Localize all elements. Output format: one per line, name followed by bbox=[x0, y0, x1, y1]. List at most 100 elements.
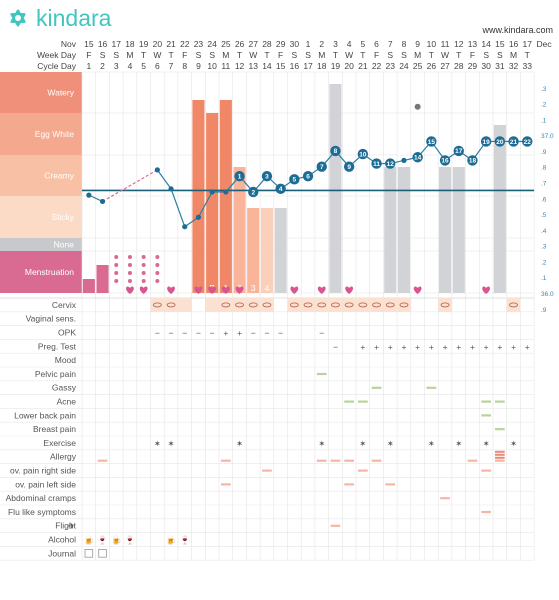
date-label: 22 bbox=[180, 39, 190, 49]
pregnancy-test-result: − bbox=[333, 342, 338, 352]
cervix-mark bbox=[399, 302, 409, 308]
cycle-day-label: 7 bbox=[169, 61, 174, 71]
cycle-day-label: 11 bbox=[221, 61, 230, 71]
intercourse-heart bbox=[208, 286, 217, 294]
journal-icon[interactable] bbox=[84, 549, 94, 558]
temperature-point bbox=[385, 158, 396, 169]
pregnancy-test-result: + bbox=[415, 342, 420, 352]
temp-tick-label: .2 bbox=[541, 259, 547, 266]
cycle-day-label: 18 bbox=[317, 61, 327, 71]
spotting-dot bbox=[155, 263, 160, 267]
row-label-breast-pain: Breast pain bbox=[33, 424, 76, 434]
cycle-day-label: 2 bbox=[100, 61, 105, 71]
cervix-cell bbox=[150, 298, 165, 312]
symptom-mark bbox=[344, 400, 354, 403]
drink-icon: 🍺 bbox=[84, 535, 95, 545]
fluid-zones: Watery Egg White Creamy Sticky None Menstruat… bbox=[0, 72, 82, 293]
cycle-day-label: 23 bbox=[386, 61, 396, 71]
opk-result: − bbox=[169, 328, 174, 338]
date-label: 3 bbox=[333, 39, 338, 49]
journal-icon[interactable] bbox=[98, 549, 107, 558]
symptom-mark bbox=[495, 400, 505, 403]
drink-icon: 🍺 bbox=[166, 535, 177, 545]
pregnancy-test-result: + bbox=[388, 342, 393, 352]
zone-band-menstruation bbox=[0, 251, 82, 293]
temperature-point-label: 15 bbox=[428, 139, 436, 146]
cervix-cell bbox=[177, 298, 192, 312]
fluid-bars: P1234 bbox=[82, 84, 506, 293]
temp-tick-label: .2 bbox=[541, 102, 547, 109]
temperature-point-label: 5 bbox=[293, 177, 297, 184]
spotting-dot bbox=[141, 263, 146, 267]
row-label-exercise: Exercise bbox=[43, 438, 76, 448]
pregnancy-test-result: + bbox=[484, 342, 489, 352]
temp-tick-label: .9 bbox=[541, 149, 547, 156]
symptom-mark bbox=[426, 386, 437, 389]
cycle-day-label: 14 bbox=[262, 61, 272, 71]
weekday-label: T bbox=[168, 50, 173, 60]
cycle-day-label: 6 bbox=[155, 61, 160, 71]
weekday-label: S bbox=[305, 50, 311, 60]
weekday-label: T bbox=[429, 50, 434, 60]
opk-result: + bbox=[223, 328, 228, 338]
spotting-dot bbox=[155, 255, 160, 259]
symptom-mark bbox=[358, 400, 368, 403]
temperature-point-label: 11 bbox=[373, 161, 380, 168]
temperature-segment bbox=[184, 216, 199, 228]
cervix-cell bbox=[314, 298, 329, 312]
spotting-dot bbox=[127, 279, 132, 283]
spotting-dot bbox=[127, 263, 132, 267]
peak-day-label: 3 bbox=[251, 283, 256, 293]
cervix-mark bbox=[385, 302, 395, 308]
temperature-segment bbox=[170, 188, 186, 227]
weekday-label: F bbox=[470, 50, 475, 60]
pregnancy-test-result: + bbox=[511, 342, 516, 352]
exercise-icon: ✶ bbox=[428, 438, 435, 448]
cervix-mark bbox=[166, 302, 176, 308]
spotting-dot bbox=[114, 255, 119, 259]
cycle-day-label: 31 bbox=[495, 61, 505, 71]
temperature-point-label: 9 bbox=[347, 164, 351, 171]
exercise-icon: ✶ bbox=[510, 438, 517, 448]
cycle-day-label: 8 bbox=[182, 61, 187, 71]
brand-url[interactable]: www.kindara.com bbox=[481, 25, 553, 35]
temperature-point-label: 12 bbox=[387, 161, 395, 168]
zone-label-sticky: Sticky bbox=[51, 212, 74, 222]
cycle-day-label: 16 bbox=[290, 61, 300, 71]
weekday-label: T bbox=[525, 50, 530, 60]
row-label-opk: OPK bbox=[58, 328, 76, 338]
cycle-day-label: 28 bbox=[454, 61, 464, 71]
date-header: Dec15F116S217S318M419T520W621T722F823S92… bbox=[84, 39, 552, 71]
weekday-label: S bbox=[209, 50, 215, 60]
zone-label-creamy: Creamy bbox=[44, 171, 75, 181]
opk-result: − bbox=[278, 328, 283, 338]
temperature-point bbox=[494, 136, 506, 147]
temperature-outlier bbox=[414, 103, 421, 110]
weekday-label: M bbox=[414, 50, 421, 60]
weekday-label: T bbox=[141, 50, 146, 60]
date-label: 17 bbox=[523, 39, 533, 49]
spotting-dot bbox=[141, 279, 146, 283]
intercourse-heart bbox=[290, 286, 299, 294]
temp-tick-label: .3 bbox=[541, 244, 547, 251]
weekday-label: W bbox=[153, 50, 161, 60]
weekday-label: T bbox=[360, 50, 365, 60]
temperature-point bbox=[343, 161, 355, 172]
cervix-cell bbox=[438, 298, 452, 312]
exercise-icon: ✶ bbox=[318, 438, 325, 448]
weekday-label: S bbox=[401, 50, 407, 60]
temperature-point bbox=[154, 167, 160, 173]
spotting-dot bbox=[141, 255, 146, 259]
weekday-label: S bbox=[100, 50, 106, 60]
cervix-cell bbox=[205, 298, 219, 312]
intercourse-heart bbox=[167, 286, 175, 294]
cervix-mark bbox=[317, 302, 327, 308]
cycle-day-label: 13 bbox=[249, 61, 259, 71]
cervix-cell bbox=[342, 298, 356, 312]
cervix-cell bbox=[383, 298, 398, 312]
exercise-icon: ✶ bbox=[387, 438, 394, 448]
zone-band-sticky bbox=[0, 196, 82, 238]
row-label-journal: Journal bbox=[48, 548, 76, 558]
weekday-label: S bbox=[292, 50, 298, 60]
